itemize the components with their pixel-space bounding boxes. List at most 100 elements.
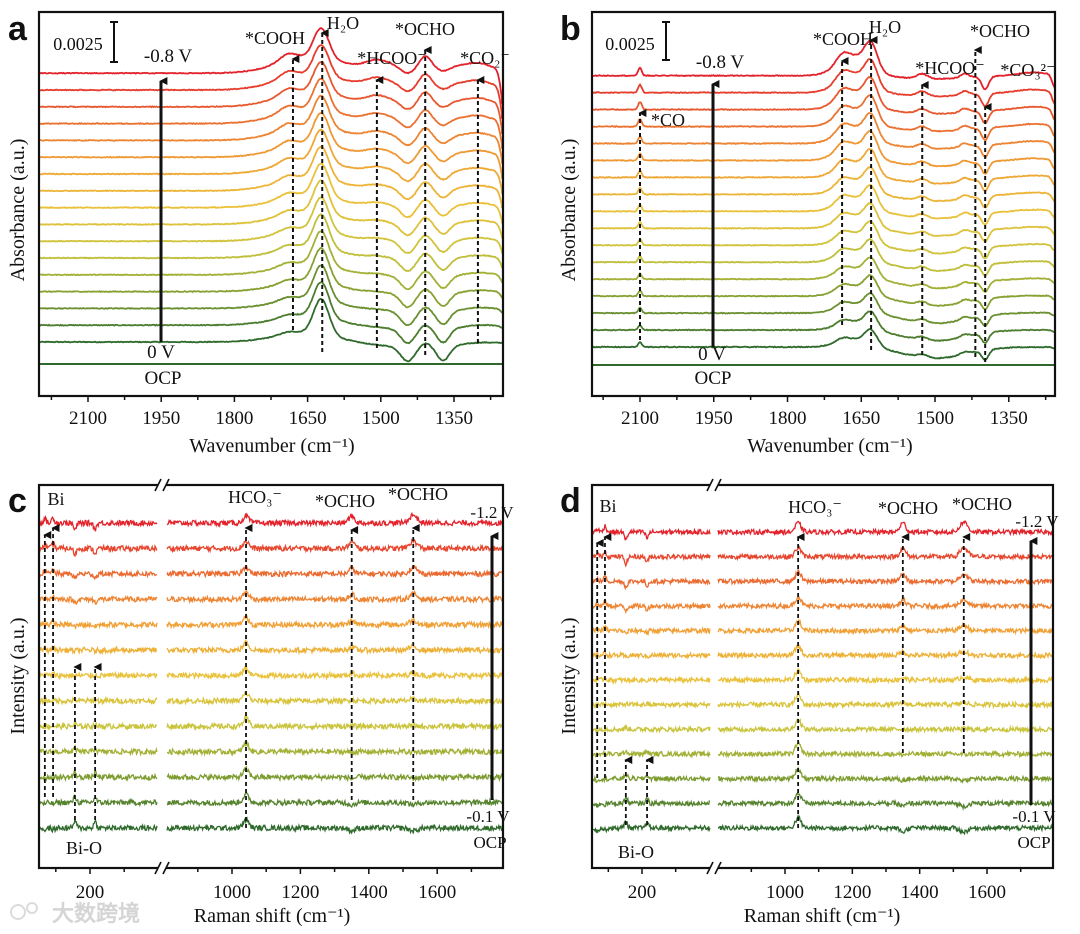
spectrum--1.2-high [717,519,1054,537]
potential-top-label: -1.2 V [1015,512,1059,531]
spectrum--0.3-low [38,744,158,757]
spectrum--0.5-low [38,695,158,706]
spectrum--0.9-low [591,598,711,615]
spectrum-OCP-low [591,819,711,835]
spectrum--1.2-low [591,524,711,541]
axis-break-gap [710,482,718,488]
spectrum--0.2-low [591,772,711,784]
peak-label: *OCHO [315,491,375,511]
ocp-label: OCP [695,368,732,389]
spectrum--0.1-high [166,791,504,809]
peak-label: H₂O [869,17,901,37]
spectrum--0.4-low [38,720,158,731]
spectrum--0.65V [593,94,1055,142]
spectrum--0.5-low [591,700,711,710]
watermark-text: 大数跨境 [52,901,140,927]
x-axis-label: Raman shift (cm⁻¹) [744,905,901,927]
x-tick-label: 1200 [281,882,319,903]
axis-break-gap [158,482,166,488]
spectrum--0.4V [592,183,1055,226]
y-axis-label: Absorbance (a.u.) [7,139,29,282]
ocp-label: OCP [473,833,506,852]
ocp-label: OCP [145,368,182,389]
peak-label: *OCHO [395,19,455,39]
spectrum--0.8V [39,27,503,105]
spectrum--0.75V [592,58,1055,108]
spectrum--0.7-low [592,650,711,660]
watermark-logo-icon [10,904,26,920]
axis-break-mark [162,478,170,492]
potential-top-label: -0.8 V [696,52,744,73]
potential-bottom-label: -0.1 V [466,807,510,826]
spectrum--0.3-high [718,741,1054,759]
plot-frame [590,483,1055,870]
panel-c: c 200 1000 1200 1400 1600 Raman shift (cm⁻¹) In… [7,478,514,927]
spectrum--0.5V [592,148,1055,192]
x-tick-label: 1200 [833,882,871,903]
spectrum--0.7-high [166,638,504,656]
spectrum--1-high [717,568,1054,586]
x-tick-label: 1400 [901,882,939,903]
peak-label: Bi [47,489,64,509]
panel-label-c: c [8,482,27,520]
plot-frame [37,10,505,398]
spectrum-0V [592,328,1055,361]
spectrum--0.5-high [166,691,504,706]
peak-label: *OCHO [952,494,1012,514]
spectrum--0.15V [592,274,1055,311]
potential-bottom-label: -0.1 V [1012,807,1056,826]
spectrum--1-low [591,572,711,591]
spectrum--0.75V [39,44,503,120]
spectrum-0V [39,297,503,363]
x-axis-label: Wavenumber (cm⁻¹) [747,435,912,457]
peak-label: HCO₃⁻ [788,497,842,517]
spectrum--0.2-high [717,766,1054,784]
spectrum--0.2V [39,230,503,291]
spectrum--0.6-low [591,675,711,685]
x-tick-label: 1500 [362,408,400,429]
spectrum--0.8-low [591,624,711,637]
x-tick-label: 200 [76,882,105,903]
spectrum--1.1-high [717,545,1054,562]
spectrum--0.35V [39,179,503,239]
spectrum--0.6-high [717,667,1054,685]
spectrum--0.4V [39,162,503,224]
x-tick-label: 1950 [142,408,180,429]
spectrum--0.35V [592,202,1055,243]
spectrum--1.1-low [591,550,711,568]
spectrum--0.2-low [38,769,158,783]
x-tick-label: 2100 [621,408,659,429]
spectrum--1.2-high [166,511,504,529]
x-tick-label: 1000 [213,882,251,903]
spectrum--0.9-high [717,596,1053,611]
x-tick-label: 1600 [418,882,456,903]
watermark-logo-icon [26,902,38,914]
spectrum--0.8V [592,39,1055,91]
peak-label: *HCOO⁻ [357,48,427,68]
spectrum--0.45V [39,145,503,209]
spectrum--0.7-high [717,644,1054,660]
x-tick-label: 1800 [215,408,253,429]
spectrum--0.1-low [591,795,711,808]
spectrum-OCP-high [166,816,504,835]
spectrum--1.2-low [38,515,158,532]
peak-label: *OCHO [388,484,448,504]
spectrum--1.1-high [166,538,504,554]
panel-b: b 2100 1950 1800 1650 1500 1350 Wavenumber (cm⁻… [558,10,1057,457]
axis-break-mark [154,478,162,492]
spectrum--0.4-low [592,723,711,734]
spectrum--0.6-high [166,665,504,681]
x-tick-label: 1650 [842,408,880,429]
scale-bar-label: 0.0025 [605,34,655,54]
peak-label: *COOH [245,28,305,48]
potential-bottom-label: 0 V [698,344,726,365]
spectrum--1.1-low [38,539,158,558]
spectrum--1-low [38,567,158,581]
spectrum--0.8-low [38,619,158,631]
peak-label: HCO₃⁻ [228,487,282,507]
spectrum--0.05V [592,310,1055,344]
x-tick-label: 1800 [769,408,807,429]
peak-label: *HCOO⁻ [915,58,985,78]
spectrum--0.1V [592,292,1055,327]
